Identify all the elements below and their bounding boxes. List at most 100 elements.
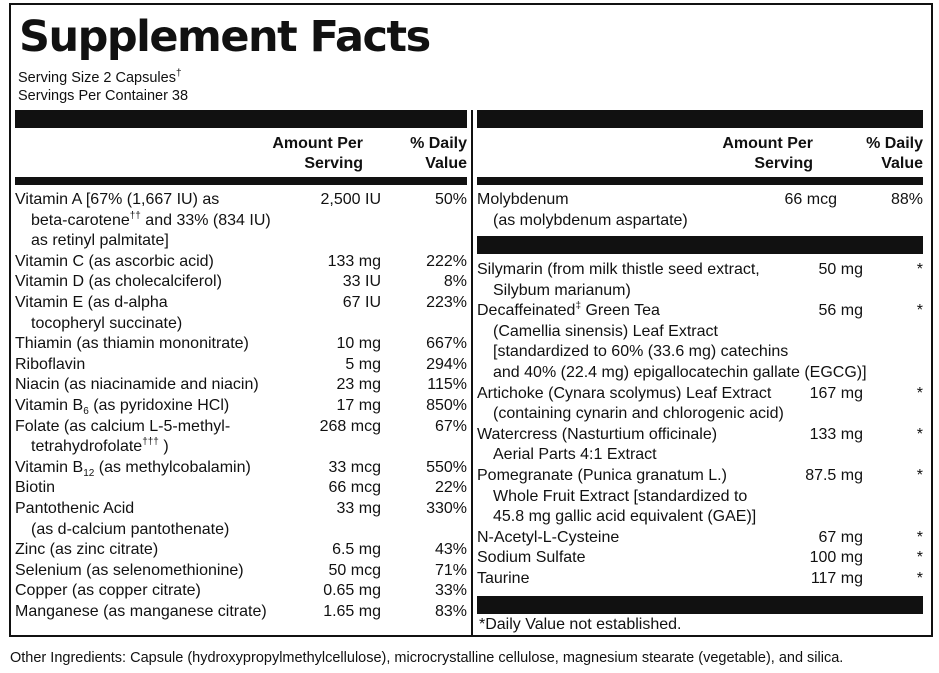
nutrient-amount: 67 mg — [818, 528, 863, 546]
nutrient-row: Silybum marianum) — [477, 281, 923, 301]
nutrient-name: Artichoke (Cynara scolymus) Leaf Extract — [477, 384, 772, 402]
nutrient-name: Silybum marianum) — [493, 281, 631, 299]
nutrient-row: Sodium Sulfate 100 mg * — [477, 548, 923, 568]
nutrient-amount: 66 mcg — [784, 191, 837, 208]
nutrient-amount: 117 mg — [810, 570, 863, 587]
nutrient-row: Folate (as calcium L-5-methyl- 268 mcg 67% — [15, 417, 467, 437]
section-bar — [477, 236, 923, 254]
nutrient-name: Vitamin A [67% (1,667 IU) as — [15, 191, 220, 208]
nutrient-dv: 223% — [426, 294, 467, 311]
nutrient-name: Copper (as copper citrate) — [15, 582, 201, 600]
nutrient-name: Vitamin E (as d-alpha — [15, 294, 168, 311]
nutrient-dv: 43% — [434, 541, 467, 559]
nutrient-dv: 667% — [426, 335, 467, 353]
nutrient-row: Whole Fruit Extract [standardized to — [477, 487, 923, 507]
nutrient-amount: 268 mcg — [319, 417, 381, 435]
nutrient-amount: 56 mg — [818, 302, 863, 320]
nutrient-name: (Camellia sinensis) Leaf Extract — [493, 322, 718, 340]
nutrient-dv: 83% — [434, 603, 467, 620]
nutrient-amount: 0.65 mg — [323, 582, 381, 600]
serving-size: Serving Size 2 Capsules† — [18, 68, 182, 86]
nutrient-name: Vitamin D (as cholecalciferol) — [15, 273, 222, 291]
nutrient-dv: 50% — [434, 191, 467, 208]
dv-header: % Daily Value — [410, 135, 467, 172]
nutrient-row: Vitamin B12 (as methylcobalamin) 33 mcg 55… — [15, 458, 467, 479]
nutrient-dv: 850% — [426, 397, 467, 414]
other-ingredients: Other Ingredients: Capsule (hydroxypropy… — [10, 650, 844, 666]
nutrient-row: Vitamin E (as d-alpha 67 IU 223% — [15, 293, 467, 313]
header-bar — [15, 110, 467, 128]
nutrient-name: Manganese (as manganese citrate) — [15, 603, 267, 620]
nutrient-row: Niacin (as niacinamide and niacin) 23 mg 1… — [15, 375, 467, 395]
nutrient-amount: 17 mg — [336, 397, 381, 414]
nutrient-amount: 133 mg — [809, 425, 863, 443]
nutrient-name: (containing cynarin and chlorogenic acid… — [493, 405, 784, 423]
nutrient-name: Silymarin (from milk thistle seed extrac… — [477, 261, 760, 278]
nutrient-dv: * — [916, 570, 923, 587]
nutrient-dv: 67% — [434, 417, 467, 435]
dv-header: % Daily Value — [866, 135, 923, 172]
nutrient-amount: 10 mg — [336, 335, 381, 353]
nutrient-dv: 33% — [434, 582, 467, 600]
supplement-facts-panel: Supplement Facts Serving Size 2 Capsules… — [9, 3, 933, 637]
nutrient-dv: 22% — [434, 479, 467, 497]
nutrient-row: Selenium (as selenomethionine) 50 mcg 71% — [15, 561, 467, 581]
nutrient-dv: * — [916, 261, 923, 278]
header-rule — [477, 177, 923, 185]
nutrient-name: [standardized to 60% (33.6 mg) catechins — [493, 343, 789, 361]
nutrient-dv: * — [916, 384, 923, 402]
servings-per-container: Servings Per Container 38 — [18, 88, 189, 104]
nutrient-amount: 67 IU — [342, 294, 381, 311]
nutrient-name: Aerial Parts 4:1 Extract — [493, 446, 657, 464]
nutrient-row: Pomegranate (Punica granatum L.) 87.5 mg * — [477, 466, 923, 486]
nutrient-dv: * — [916, 425, 923, 443]
nutrient-row: beta-carotene†† and 33% (834 IU) — [15, 211, 467, 231]
nutrient-row: Silymarin (from milk thistle seed extrac… — [477, 260, 923, 280]
nutrient-dv: 88% — [890, 191, 923, 208]
nutrient-name: Decaffeinated‡ Green Tea — [477, 300, 660, 320]
nutrient-row: (Camellia sinensis) Leaf Extract — [477, 322, 923, 342]
nutrient-row: Biotin 66 mcg 22% — [15, 478, 467, 498]
nutrient-name: Molybdenum — [477, 191, 569, 208]
nutrient-dv: * — [916, 302, 923, 320]
nutrient-amount: 33 mg — [336, 500, 381, 517]
nutrient-row: Aerial Parts 4:1 Extract — [477, 445, 923, 465]
nutrient-row: Molybdenum 66 mcg 88% — [477, 190, 923, 210]
nutrient-row: [standardized to 60% (33.6 mg) catechins — [477, 342, 923, 362]
nutrient-amount: 50 mg — [818, 261, 863, 278]
nutrient-amount: 167 mg — [809, 384, 863, 402]
nutrient-dv: 330% — [426, 500, 467, 517]
nutrient-name: Biotin — [15, 479, 56, 497]
nutrient-name: Riboflavin — [15, 355, 86, 373]
nutrient-row: Vitamin A [67% (1,667 IU) as 2,500 IU 50% — [15, 190, 467, 210]
nutrient-amount: 1.65 mg — [323, 603, 381, 620]
nutrient-name: Pomegranate (Punica granatum L.) — [477, 467, 727, 484]
nutrient-name: Selenium (as selenomethionine) — [15, 561, 244, 579]
nutrient-name: Whole Fruit Extract [standardized to — [493, 487, 748, 505]
nutrient-row: N-Acetyl-L-Cysteine 67 mg * — [477, 528, 923, 548]
nutrient-amount: 50 mcg — [328, 561, 381, 579]
nutrient-dv: * — [916, 549, 923, 567]
nutrient-row: and 40% (22.4 mg) epigallocatechin galla… — [477, 363, 923, 383]
nutrient-row: as retinyl palmitate] — [15, 231, 467, 251]
nutrient-name: Sodium Sulfate — [477, 549, 586, 567]
nutrient-dv: 8% — [443, 273, 467, 291]
nutrient-name: tocopheryl succinate) — [31, 314, 183, 332]
nutrient-name: (as d-calcium pantothenate) — [31, 520, 230, 538]
nutrient-dv: 294% — [426, 355, 467, 373]
nutrient-dv: * — [916, 528, 923, 546]
nutrient-name: beta-carotene†† and 33% (834 IU) — [31, 210, 271, 229]
column-divider — [471, 110, 473, 635]
nutrient-dv: 115% — [427, 376, 467, 394]
nutrient-name: Vitamin C (as ascorbic acid) — [15, 252, 214, 270]
nutrient-row: (as d-calcium pantothenate) — [15, 520, 467, 540]
nutrient-name: Taurine — [477, 570, 530, 587]
nutrient-dv: 222% — [426, 252, 467, 270]
nutrient-name: as retinyl palmitate] — [31, 232, 169, 250]
nutrient-name: Watercress (Nasturtium officinale) — [477, 425, 718, 443]
nutrient-amount: 100 mg — [809, 549, 863, 567]
nutrient-row: tocopheryl succinate) — [15, 314, 467, 334]
panel-title: Supplement Facts — [19, 12, 431, 62]
nutrient-dv: 71% — [434, 561, 467, 579]
nutrient-row: Thiamin (as thiamin mononitrate) 10 mg 667… — [15, 334, 467, 354]
